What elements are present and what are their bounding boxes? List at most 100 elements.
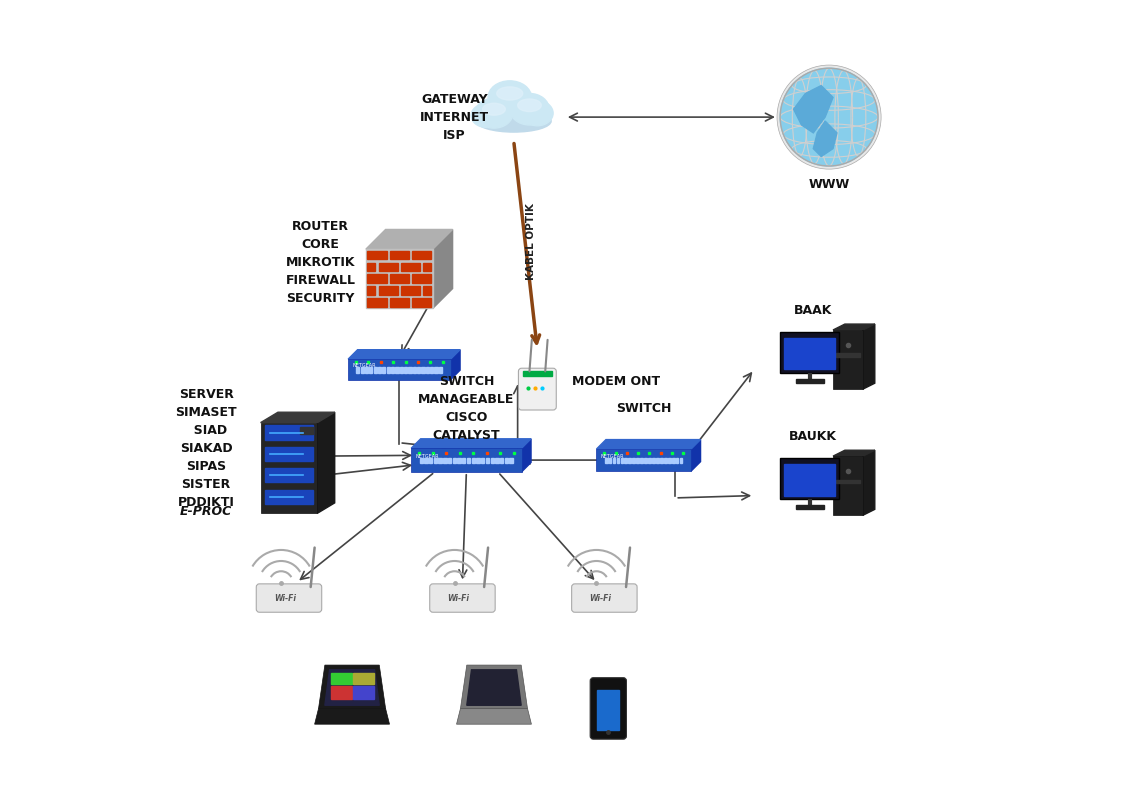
FancyBboxPatch shape	[430, 584, 495, 612]
Polygon shape	[411, 439, 531, 449]
Bar	[439, 457, 442, 463]
Bar	[369, 367, 373, 372]
Bar	[467, 457, 470, 463]
Text: Wi-Fi: Wi-Fi	[448, 594, 469, 603]
Bar	[443, 457, 447, 463]
Text: SWITCH
MANAGEABLE
CISCO
CATALYST: SWITCH MANAGEABLE CISCO CATALYST	[419, 376, 515, 442]
Bar	[605, 457, 607, 463]
Polygon shape	[863, 450, 875, 515]
Text: Wi-Fi: Wi-Fi	[274, 594, 296, 603]
Ellipse shape	[517, 99, 541, 112]
Bar	[656, 457, 659, 463]
Bar	[412, 275, 431, 283]
Circle shape	[778, 65, 881, 169]
Bar	[411, 449, 522, 472]
Text: Wi-Fi: Wi-Fi	[589, 594, 611, 603]
Bar	[836, 480, 859, 483]
Bar	[780, 333, 839, 373]
Text: ROUTER
CORE
MIKROTIK
FIREWALL
SECURITY: ROUTER CORE MIKROTIK FIREWALL SECURITY	[285, 221, 356, 306]
Bar	[505, 457, 508, 463]
Text: NETGEAR: NETGEAR	[352, 363, 376, 368]
Bar	[833, 330, 863, 389]
Bar	[412, 298, 431, 306]
Bar	[408, 367, 412, 372]
Bar	[353, 685, 374, 699]
Bar	[424, 457, 427, 463]
Ellipse shape	[475, 98, 513, 128]
Bar	[392, 367, 394, 372]
Bar	[636, 457, 640, 463]
Text: MODEM ONT: MODEM ONT	[572, 375, 660, 387]
Bar	[644, 457, 647, 463]
Ellipse shape	[488, 81, 532, 114]
Polygon shape	[260, 412, 334, 422]
Bar	[353, 673, 374, 684]
Polygon shape	[813, 121, 837, 156]
Bar	[628, 457, 632, 463]
Polygon shape	[348, 349, 460, 359]
Bar	[357, 367, 359, 372]
FancyBboxPatch shape	[571, 584, 637, 612]
Bar	[404, 367, 407, 372]
Bar	[422, 367, 424, 372]
Polygon shape	[863, 324, 875, 389]
Bar	[795, 505, 824, 509]
Bar	[668, 457, 671, 463]
Bar	[675, 457, 679, 463]
Ellipse shape	[522, 101, 553, 125]
Ellipse shape	[497, 87, 523, 100]
Ellipse shape	[471, 104, 502, 127]
Bar	[680, 457, 682, 463]
Bar	[434, 457, 438, 463]
Bar	[378, 286, 398, 295]
Polygon shape	[451, 349, 460, 380]
Bar	[462, 457, 466, 463]
Bar	[633, 457, 635, 463]
Bar	[523, 372, 552, 376]
Bar	[423, 263, 431, 272]
Bar	[265, 490, 313, 504]
Bar	[265, 447, 313, 461]
Polygon shape	[318, 412, 334, 513]
Bar	[641, 457, 643, 463]
Bar	[660, 457, 663, 463]
Bar	[780, 458, 839, 499]
Bar	[481, 457, 485, 463]
Bar	[300, 426, 313, 434]
Bar	[448, 457, 451, 463]
Bar	[617, 457, 619, 463]
Polygon shape	[522, 439, 531, 472]
Bar	[649, 457, 651, 463]
Bar	[417, 367, 420, 372]
Polygon shape	[467, 670, 522, 705]
Bar	[664, 457, 666, 463]
FancyBboxPatch shape	[590, 678, 626, 739]
Bar	[490, 457, 494, 463]
Text: SERVER
SIMASET
  SIAD
SIAKAD
SIPAS
SISTER
PDDIKTI: SERVER SIMASET SIAD SIAKAD SIPAS SISTER …	[175, 387, 237, 509]
Bar	[625, 457, 627, 463]
Bar	[265, 426, 313, 440]
Bar	[609, 457, 611, 463]
Polygon shape	[325, 670, 379, 705]
Bar	[784, 338, 836, 369]
Polygon shape	[433, 229, 452, 308]
Bar	[477, 457, 479, 463]
Bar	[366, 249, 433, 308]
Bar	[429, 457, 432, 463]
Ellipse shape	[482, 103, 505, 115]
Circle shape	[780, 68, 877, 166]
Bar	[434, 367, 438, 372]
Bar	[597, 449, 691, 471]
Bar	[620, 457, 624, 463]
Bar	[389, 251, 408, 260]
Bar	[399, 367, 403, 372]
Bar	[795, 379, 824, 383]
Polygon shape	[314, 708, 389, 724]
Text: NETGEAR: NETGEAR	[415, 453, 439, 459]
Ellipse shape	[509, 94, 549, 125]
Text: BAAK: BAAK	[794, 304, 833, 317]
Bar	[401, 263, 420, 272]
Polygon shape	[319, 665, 386, 708]
Polygon shape	[691, 440, 700, 471]
Polygon shape	[457, 708, 532, 724]
